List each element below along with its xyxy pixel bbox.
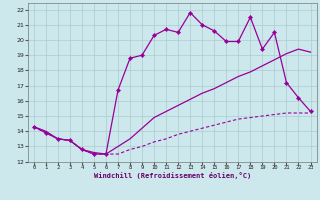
X-axis label: Windchill (Refroidissement éolien,°C): Windchill (Refroidissement éolien,°C) — [93, 172, 251, 179]
